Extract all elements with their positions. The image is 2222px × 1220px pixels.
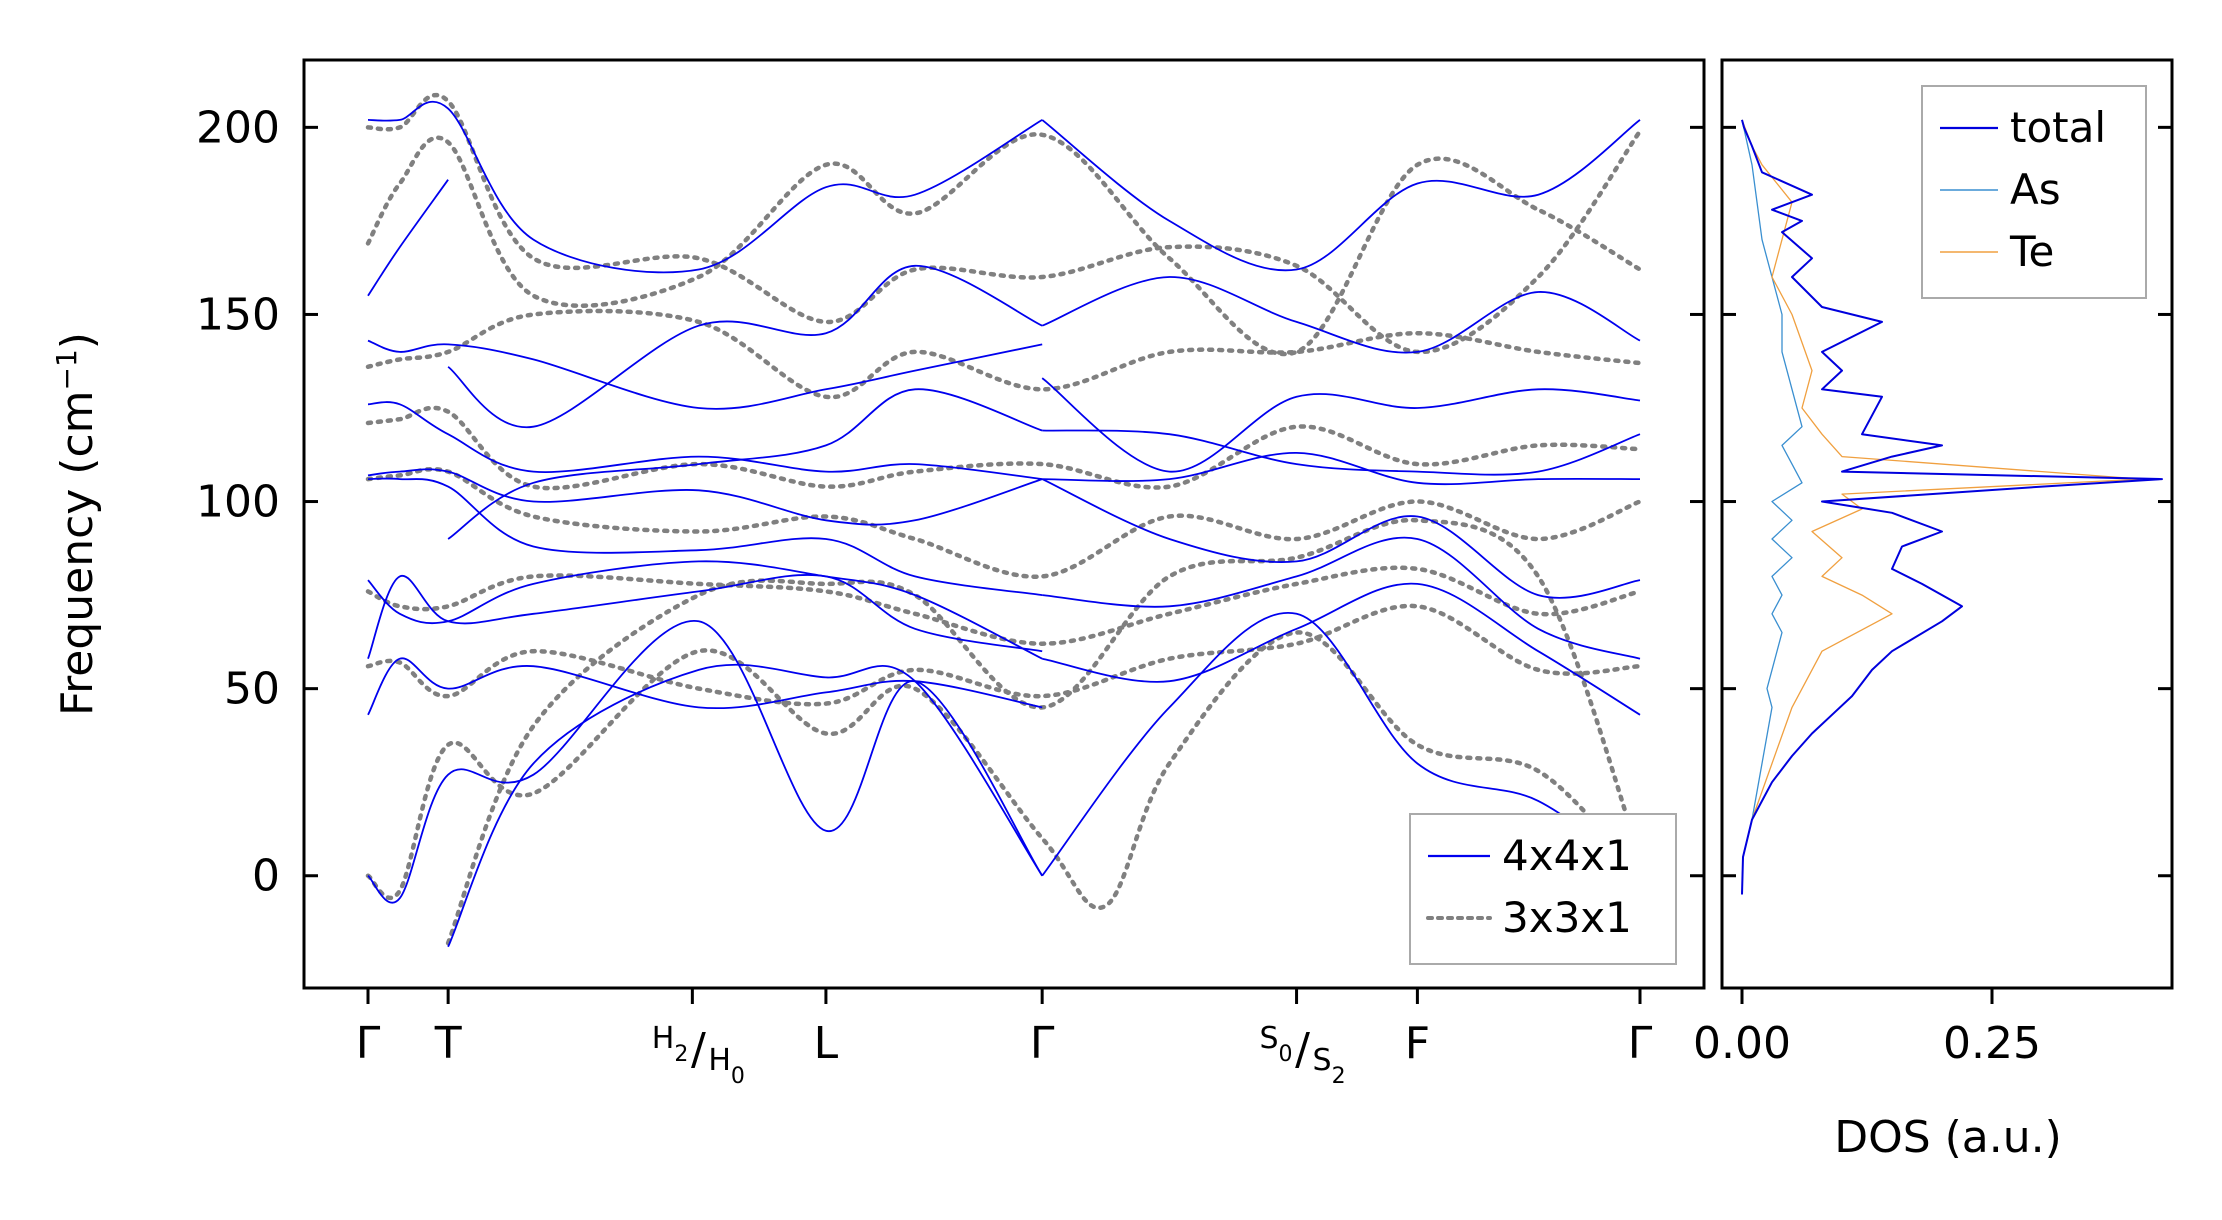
y-tick-label-0: 0 — [252, 851, 280, 902]
x-tick-split-slash-1: / — [1295, 1024, 1310, 1075]
legend-label-total: total — [2010, 103, 2106, 152]
band-3x3x1-5 — [365, 308, 1643, 400]
x-tick-split-left-1: S0 — [1260, 1021, 1293, 1067]
y-axis-label: Frequency (cm−1) — [50, 332, 104, 716]
band-4x4x1-21 — [1041, 119, 1641, 272]
x-tick-label-3: Γ — [1030, 1018, 1055, 1069]
dos-x-ticks: 0.00 0.25 — [1693, 988, 2041, 1069]
band-3x3x1-8 — [445, 517, 1643, 946]
band-4x4x1-9 — [367, 100, 1043, 274]
band-4x4x1-4 — [367, 477, 1043, 596]
x-tick-label-0: Γ — [356, 1018, 381, 1069]
band-4x4x1-5 — [367, 468, 1043, 526]
band-3x3x1-1 — [365, 603, 1643, 707]
dos-x-tick-label-0: 0.00 — [1693, 1018, 1791, 1069]
dos-legend-frame — [1921, 85, 2147, 299]
x-tick-split-right-0: H0 — [708, 1043, 745, 1089]
band-4x4x1-15 — [1042, 536, 1641, 660]
band-4x4x1-13 — [1041, 611, 1641, 877]
band-4x4x1-18 — [1042, 429, 1641, 476]
band-4x4x1-19 — [1041, 377, 1641, 473]
y-tick-label-200: 200 — [196, 102, 280, 153]
band-4x4x1-2 — [367, 574, 1043, 660]
band-4x4x1-11 — [447, 388, 1043, 540]
band-4x4x1-14 — [1042, 582, 1641, 716]
band-plot-frame — [302, 58, 1706, 990]
band-lines — [365, 92, 1643, 948]
y-tick-label-150: 150 — [196, 289, 280, 340]
band-4x4x1-0 — [367, 620, 1043, 904]
x-tick-label-5: Γ — [1628, 1018, 1653, 1069]
band-4x4x1-3 — [367, 560, 1043, 660]
band-4x4x1-20 — [1041, 276, 1641, 354]
band-4x4x1-10 — [447, 663, 1043, 948]
band-3x3x1-2 — [365, 565, 1643, 646]
dos-x-tick-label-1: 0.25 — [1943, 1018, 2041, 1069]
dos-series-total — [1741, 119, 2163, 895]
band-4x4x1-12 — [447, 264, 1043, 429]
y-tick-label-100: 100 — [196, 477, 280, 528]
x-tick-split-right-1: S2 — [1313, 1043, 1346, 1089]
y-tick-label-50: 50 — [224, 664, 280, 715]
dos-series-As — [1741, 119, 1803, 895]
x-tick-label-2: L — [814, 1018, 839, 1069]
dos-x-axis-label: DOS (a.u.) — [1834, 1112, 2062, 1163]
dos-lines — [1741, 119, 2163, 895]
band-3x3x1-4 — [365, 405, 1643, 491]
x-tick-split-left-0: H2 — [652, 1021, 689, 1067]
band-legend: 4x4x1 3x3x1 — [1409, 813, 1677, 965]
legend-label-as: As — [2010, 165, 2061, 214]
band-4x4x1-8 — [367, 179, 449, 297]
x-tick-label-4: F — [1405, 1018, 1430, 1069]
band-legend-frame — [1409, 813, 1677, 965]
band-3x3x1-0 — [365, 630, 1643, 911]
band-4x4x1-6 — [367, 401, 1043, 480]
band-y-ticks: 0 50 100 150 200 — [196, 102, 1704, 902]
band-3x3x1-7 — [365, 92, 1643, 355]
band-3x3x1-6 — [365, 132, 1643, 357]
band-3x3x1-3 — [365, 466, 1643, 579]
legend-label-3x3x1: 3x3x1 — [1502, 893, 1632, 942]
legend-label-4x4x1: 4x4x1 — [1502, 831, 1632, 880]
dos-panel: 0.00 0.25 DOS (a.u.) total As Te — [1693, 58, 2174, 1163]
band-4x4x1-7 — [367, 339, 1043, 410]
x-tick-split-slash-0: / — [691, 1024, 706, 1075]
dos-y-ticks — [1722, 125, 2172, 878]
dos-legend: total As Te — [1921, 85, 2147, 299]
dos-series-Te — [1741, 119, 2143, 895]
band-4x4x1-17 — [1042, 451, 1641, 486]
legend-label-te: Te — [2009, 227, 2054, 276]
band-4x4x1-16 — [1041, 478, 1641, 599]
x-tick-label-1: T — [434, 1018, 462, 1069]
dos-plot-frame — [1720, 58, 2174, 990]
